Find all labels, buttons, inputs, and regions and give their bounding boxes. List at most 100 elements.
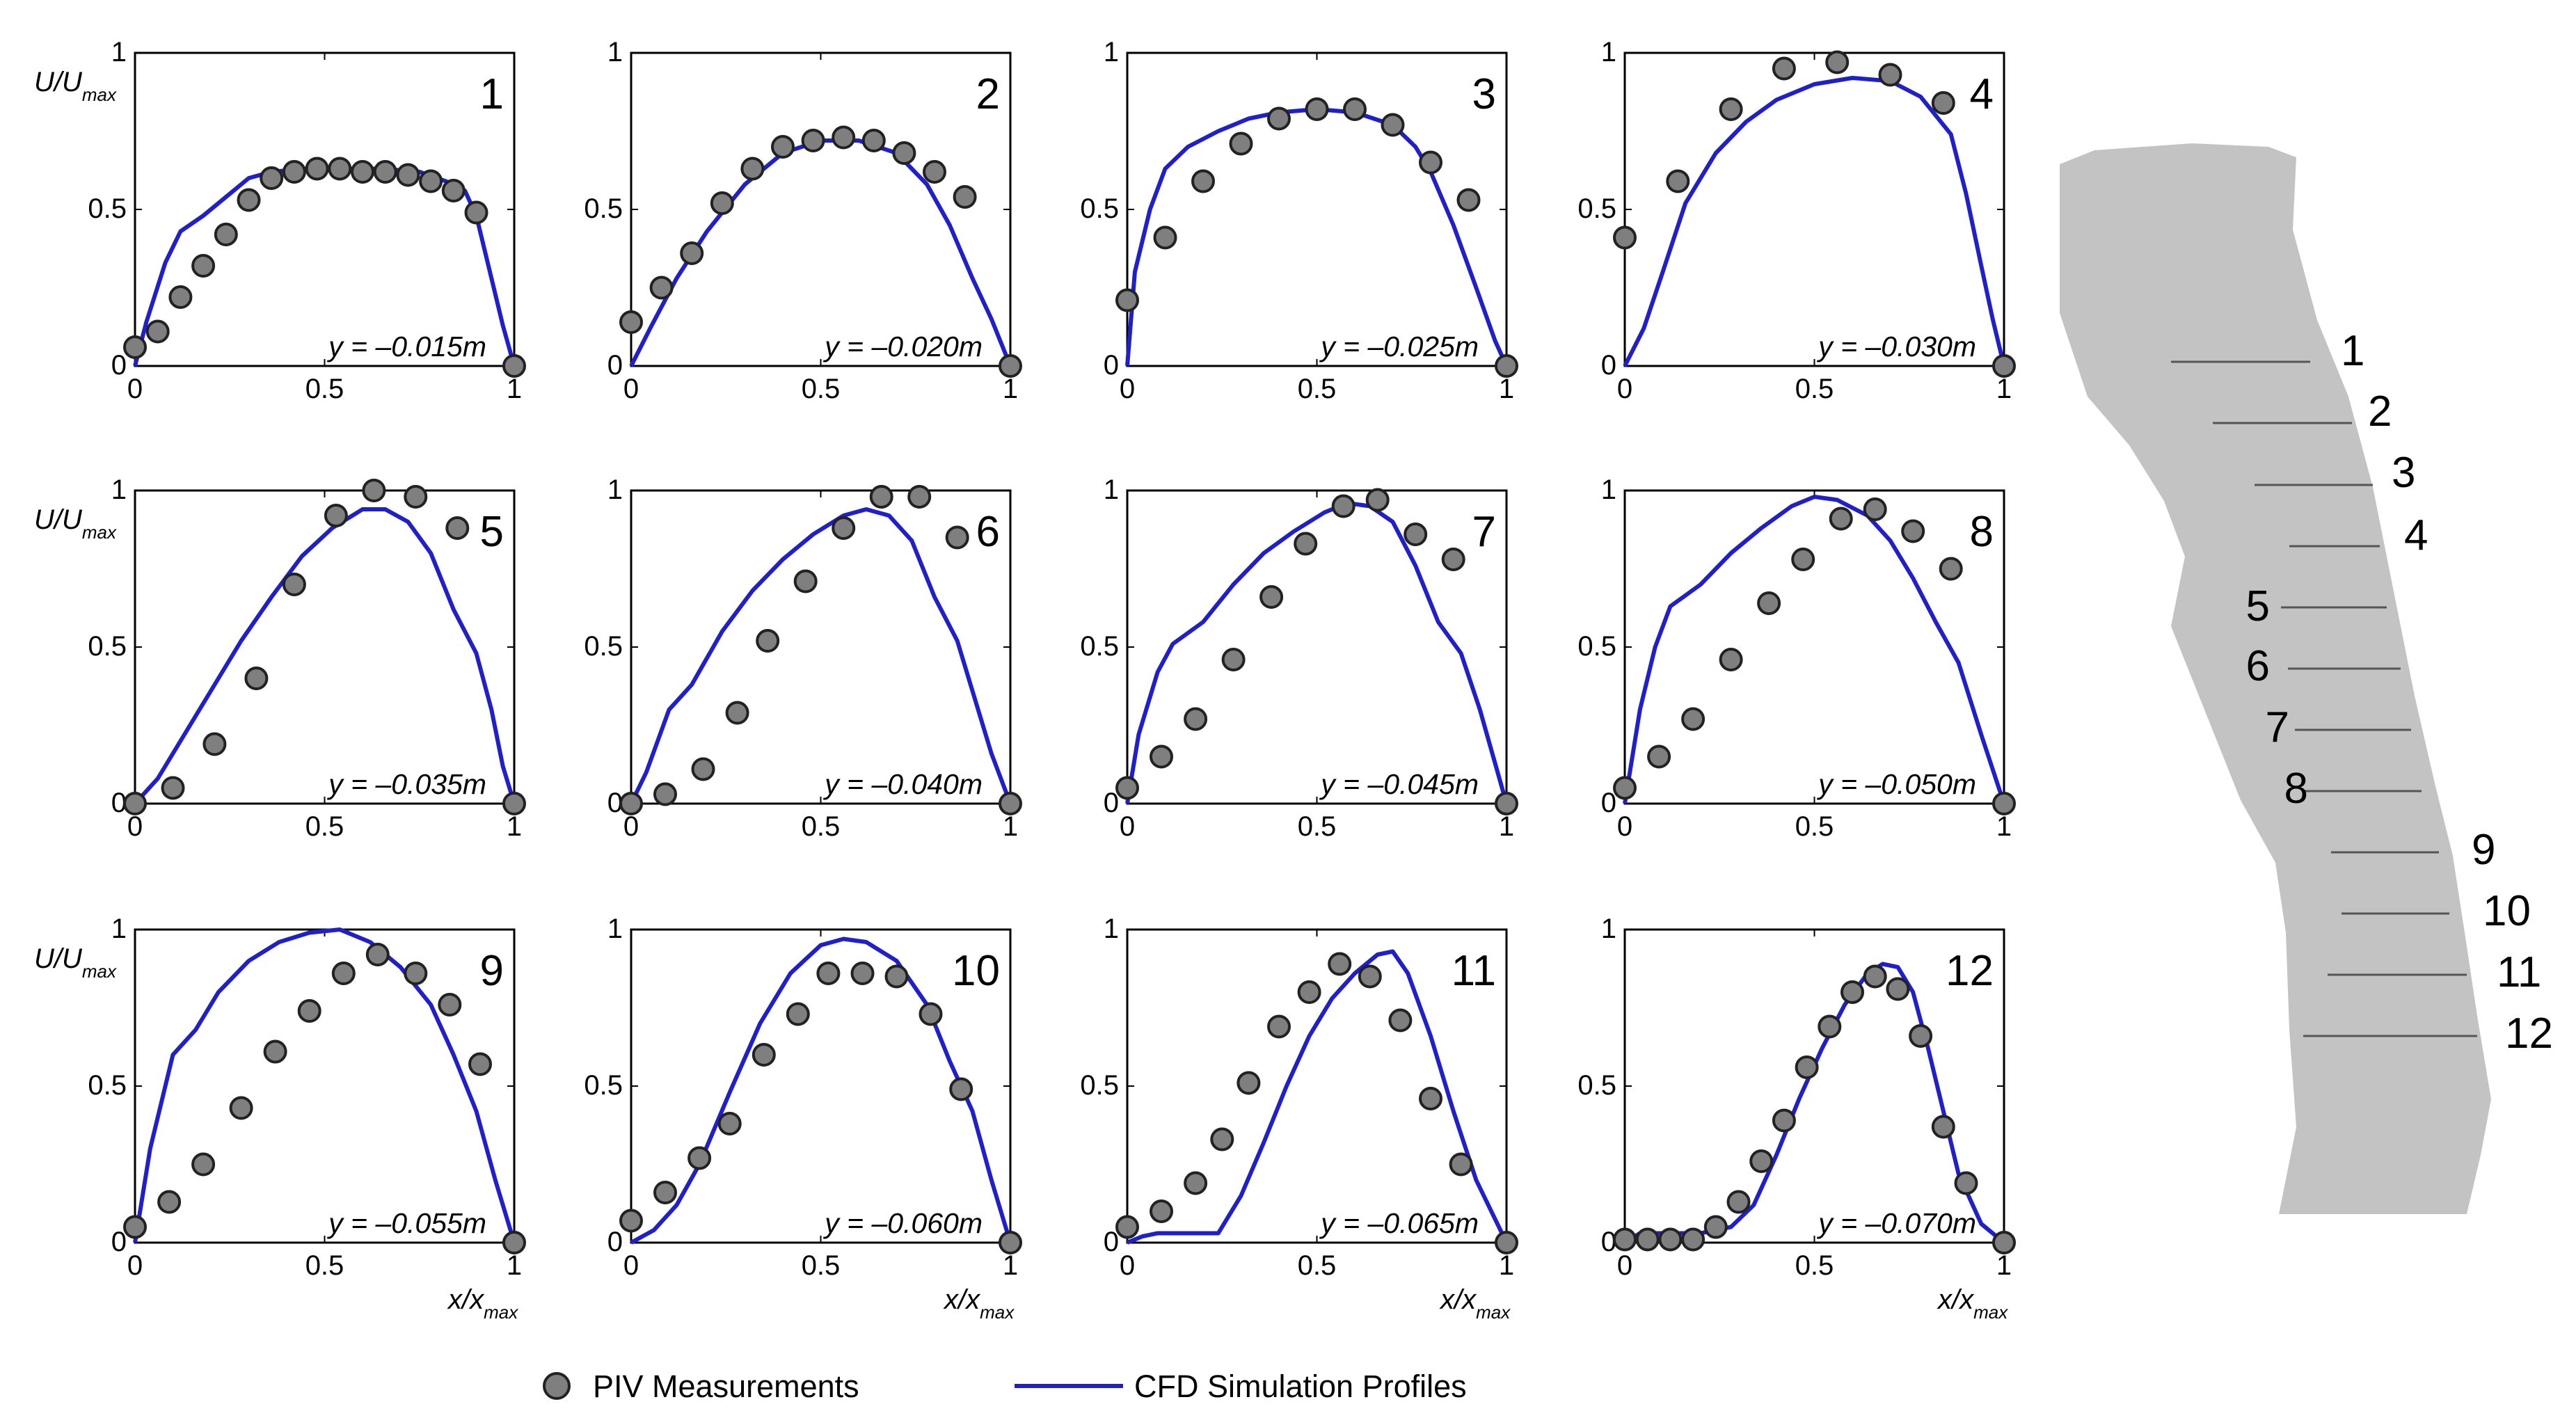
piv-marker [619, 792, 643, 815]
x-tick-label: 1 [507, 1250, 522, 1281]
plot-frame [134, 928, 516, 1244]
piv-marker [907, 485, 932, 509]
y-tick-label: 0.5 [1577, 1070, 1616, 1101]
piv-marker [438, 993, 462, 1017]
piv-marker [1419, 150, 1442, 175]
x-tick-label: 1 [1996, 811, 2012, 842]
piv-marker [1772, 1108, 1796, 1133]
piv-marker [1184, 1171, 1208, 1195]
y-tick-label: 0 [1601, 788, 1616, 818]
piv-marker [502, 792, 526, 815]
piv-marker [468, 1052, 492, 1076]
piv-marker [892, 141, 916, 165]
plot-frame [1126, 928, 1508, 1244]
section-label-7: 7 [2266, 703, 2289, 751]
piv-marker [1404, 523, 1428, 546]
section-lines [2171, 360, 2477, 1037]
x-tick-label: 0 [1617, 1250, 1632, 1281]
piv-marker [717, 1112, 742, 1135]
section-label-4: 4 [2404, 511, 2428, 559]
piv-marker [756, 629, 780, 653]
piv-marker [1267, 106, 1291, 131]
panel-1: 0 0.5 100.51U/Umax 1y = –0.015m [34, 37, 526, 404]
piv-marker [1419, 1087, 1442, 1110]
x-tick-label: 0.5 [1795, 1250, 1834, 1281]
panel-number: 4 [1970, 70, 1994, 118]
panel-number: 1 [480, 70, 504, 118]
y-tick-label: 0.5 [1080, 631, 1119, 662]
panel-2: 0 0.5 1 0 0.5 1 2 y = –0.020m [584, 37, 1022, 404]
piv-marker [1795, 1055, 1819, 1079]
piv-marker [740, 157, 765, 181]
panel-number: 7 [1472, 508, 1496, 556]
panel-annotation: y = –0.060m [822, 1207, 983, 1239]
panel-number: 12 [1946, 947, 1994, 995]
y-tick-label: 0 [1104, 788, 1119, 818]
piv-marker [1863, 964, 1887, 989]
piv-marker [1150, 1199, 1173, 1223]
panel-annotation: y = –0.035m [326, 768, 486, 800]
x-tick-label: 1 [1499, 811, 1514, 842]
x-tick-label: 0 [127, 811, 143, 842]
cfd-profile-line [133, 507, 516, 806]
plot-frame [134, 51, 516, 367]
y-tick-label: 0.5 [584, 631, 623, 662]
piv-marker [1719, 648, 1743, 671]
x-tick-label: 0 [127, 1250, 143, 1281]
piv-marker [1829, 507, 1853, 531]
x-tick-label: 0 [1617, 374, 1632, 404]
piv-marker [191, 1152, 216, 1177]
x-tick-label: 1 [1003, 811, 1018, 842]
piv-marker [1331, 494, 1355, 518]
section-label-8: 8 [2284, 765, 2308, 813]
piv-marker [282, 160, 306, 184]
panel-annotation: y = –0.025m [1319, 330, 1479, 362]
piv-marker [1613, 1227, 1637, 1252]
piv-marker [884, 964, 909, 989]
piv-marker [297, 999, 321, 1023]
section-label-11: 11 [2497, 948, 2541, 996]
piv-marker [1666, 169, 1690, 193]
x-tick-label: 0 [1617, 811, 1632, 842]
section-label-5: 5 [2246, 582, 2270, 630]
piv-marker [445, 516, 470, 540]
y-tick-label: 1 [111, 914, 127, 944]
piv-marker [1757, 591, 1781, 615]
x-tick-label: 0 [1120, 1250, 1135, 1281]
piv-marker [923, 160, 946, 184]
y-tick-label: 0.5 [584, 1070, 623, 1101]
piv-marker [999, 1231, 1022, 1254]
piv-marker [260, 166, 284, 190]
x-tick-label: 0.5 [1298, 374, 1337, 404]
piv-marker [1703, 1215, 1728, 1239]
piv-marker [1939, 557, 1963, 581]
piv-marker [145, 319, 170, 344]
piv-marker [1954, 1171, 1978, 1195]
piv-marker [237, 188, 261, 212]
piv-marker [1210, 1127, 1234, 1151]
piv-marker [1229, 131, 1253, 156]
x-tick-label: 0 [623, 1250, 639, 1281]
panel-number: 11 [1452, 947, 1496, 995]
piv-marker [752, 1043, 776, 1067]
piv-marker [1863, 497, 1887, 521]
piv-marker [919, 1002, 943, 1026]
x-axis-label: x/xmax [1937, 1284, 2008, 1323]
piv-marker [801, 129, 825, 152]
cfd-profile-line [133, 927, 516, 1243]
piv-marker [244, 667, 269, 690]
piv-marker [771, 135, 795, 159]
y-tick-label: 1 [1104, 37, 1119, 67]
piv-marker [1191, 169, 1215, 193]
panel-6: 0 0.5 1 0 0.5 1 6 y = –0.040m [584, 475, 1022, 842]
x-axis-label: x/xmax [943, 1284, 1015, 1323]
y-tick-label: 1 [607, 475, 623, 505]
piv-marker [1825, 50, 1850, 74]
y-tick-label: 0 [607, 350, 623, 381]
piv-marker [1658, 1227, 1683, 1252]
y-tick-label: 0.5 [1080, 193, 1119, 224]
panel-number: 5 [480, 508, 504, 556]
